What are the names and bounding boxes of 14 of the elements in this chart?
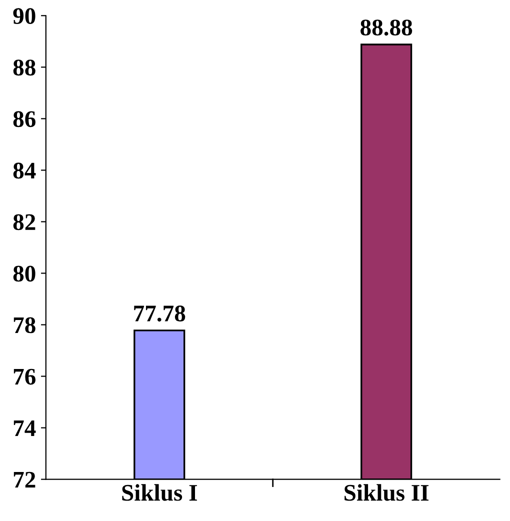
y-tick-label: 90	[13, 8, 36, 24]
y-tick-label: 80	[13, 266, 36, 282]
y-tick-label: 88	[13, 60, 36, 76]
x-tick-label: Siklus II	[344, 484, 429, 501]
data-label: 88.88	[360, 20, 412, 36]
y-tick-label: 82	[13, 214, 36, 230]
y-tick-label: 78	[14, 317, 36, 334]
data-label: 77.78	[134, 306, 186, 322]
y-tick-label: 86	[13, 111, 36, 128]
y-tick-label: 74	[14, 420, 36, 436]
x-tick-label: Siklus I	[122, 484, 197, 501]
y-tick-label: 76	[14, 368, 36, 385]
y-tick-label: 84	[13, 162, 36, 179]
y-tick-label: 72	[14, 472, 36, 488]
